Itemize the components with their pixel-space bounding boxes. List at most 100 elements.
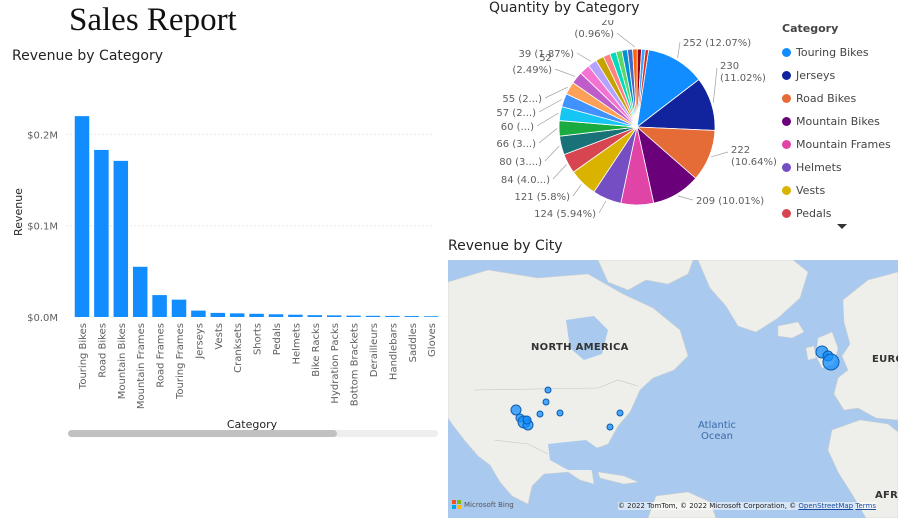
bar[interactable] bbox=[326, 315, 342, 317]
ireland-landmass bbox=[805, 345, 817, 361]
x-tick-label: Hydration Packs bbox=[330, 323, 341, 404]
map-canvas[interactable] bbox=[448, 260, 898, 518]
legend-scroll-down-icon[interactable] bbox=[837, 224, 847, 229]
bar[interactable] bbox=[288, 314, 303, 317]
city-bubble[interactable] bbox=[616, 409, 624, 417]
pie-data-label: (11.02%) bbox=[720, 73, 766, 84]
bar[interactable] bbox=[132, 266, 148, 317]
city-bubble[interactable] bbox=[606, 423, 614, 431]
legend-dot-icon bbox=[782, 186, 791, 195]
legend-item[interactable]: Touring Bikes bbox=[782, 41, 898, 64]
bar-scrollbar-thumb[interactable] bbox=[68, 430, 337, 437]
legend-dot-icon bbox=[782, 94, 791, 103]
pie-leader-line bbox=[536, 112, 559, 127]
bar[interactable] bbox=[210, 312, 226, 317]
x-tick-label: Pedals bbox=[272, 323, 283, 355]
legend-label: Vests bbox=[796, 184, 826, 197]
city-bubble[interactable] bbox=[536, 410, 544, 418]
bar[interactable] bbox=[423, 316, 439, 317]
bar[interactable] bbox=[152, 295, 167, 317]
bar[interactable] bbox=[113, 160, 129, 317]
legend-item[interactable]: Road Bikes bbox=[782, 87, 898, 110]
bar[interactable] bbox=[365, 315, 381, 317]
x-tick-label: Helmets bbox=[291, 323, 302, 364]
pie-leader-line bbox=[544, 145, 560, 162]
x-tick-label: Road Frames bbox=[156, 323, 167, 388]
bar[interactable] bbox=[268, 314, 284, 317]
bar[interactable] bbox=[307, 315, 323, 317]
bar[interactable] bbox=[346, 315, 361, 317]
legend-dot-icon bbox=[782, 117, 791, 126]
x-tick-label: Bike Racks bbox=[311, 323, 322, 377]
pie-leader-line bbox=[712, 67, 718, 103]
legend-dot-icon bbox=[782, 209, 791, 218]
pie-data-label: (0.96%) bbox=[574, 29, 614, 40]
city-bubble[interactable] bbox=[522, 415, 532, 425]
x-axis-label: Category bbox=[227, 418, 278, 431]
pie-data-label: 52 bbox=[539, 53, 552, 64]
revenue-map[interactable]: NORTH AMERICA EURO AFRI Atlantic Ocean M… bbox=[448, 260, 898, 518]
bar[interactable] bbox=[74, 116, 90, 317]
legend-item[interactable]: Pedals bbox=[782, 202, 898, 225]
attribution-terms-link[interactable]: Terms bbox=[855, 502, 876, 510]
legend-label: Pedals bbox=[796, 207, 832, 220]
legend-item[interactable]: Jerseys bbox=[782, 64, 898, 87]
legend-title: Category bbox=[782, 22, 839, 35]
city-bubble[interactable] bbox=[822, 353, 840, 371]
arctic-islands-landmass bbox=[597, 260, 694, 291]
x-tick-label: Bottom Brackets bbox=[350, 323, 361, 406]
legend-item[interactable]: Helmets bbox=[782, 156, 898, 179]
pie-data-label: 20 bbox=[601, 20, 614, 28]
pie-leader-line bbox=[616, 32, 636, 48]
label-africa: AFRI bbox=[875, 490, 898, 501]
legend-item[interactable]: Mountain Bikes bbox=[782, 110, 898, 133]
bing-logo-text: Microsoft Bing bbox=[464, 500, 514, 509]
city-bubble[interactable] bbox=[556, 409, 564, 417]
legend-dot-icon bbox=[782, 48, 791, 57]
x-tick-label: Handlebars bbox=[388, 323, 399, 380]
ocean-label-line2: Ocean bbox=[701, 431, 734, 442]
legend-label: Helmets bbox=[796, 161, 842, 174]
city-bubble[interactable] bbox=[510, 404, 522, 416]
pie-slice[interactable] bbox=[636, 49, 650, 128]
hudson-bay bbox=[566, 316, 608, 360]
legend-item[interactable]: Vests bbox=[782, 179, 898, 202]
label-north-america: NORTH AMERICA bbox=[531, 342, 629, 353]
pie-leader-line bbox=[711, 151, 729, 158]
y-tick-label: $0.0M bbox=[27, 313, 58, 324]
pie-leader-line bbox=[544, 86, 568, 99]
bar[interactable] bbox=[249, 313, 264, 317]
y-tick-label: $0.2M bbox=[27, 130, 58, 141]
pie-slice[interactable] bbox=[636, 49, 700, 128]
pie-data-label: 124 (5.94%) bbox=[534, 209, 596, 220]
x-tick-label: Road Bikes bbox=[97, 323, 108, 378]
city-bubble[interactable] bbox=[542, 398, 550, 406]
bar[interactable] bbox=[404, 316, 420, 317]
bing-logo: Microsoft Bing bbox=[452, 500, 514, 509]
pie-leader-line bbox=[554, 68, 576, 77]
attribution-text: © 2022 TomTom, © 2022 Microsoft Corporat… bbox=[617, 502, 797, 510]
legend-item[interactable]: Mountain Frames bbox=[782, 133, 898, 156]
city-bubble[interactable] bbox=[544, 386, 552, 394]
legend-label: Jerseys bbox=[796, 69, 836, 82]
pie-leader-line bbox=[538, 128, 558, 144]
bar[interactable] bbox=[191, 310, 206, 317]
x-tick-label: Touring Bikes bbox=[78, 323, 89, 390]
pie-data-label: 209 (10.01%) bbox=[696, 196, 764, 207]
pie-data-label: 60 (...) bbox=[501, 122, 534, 133]
label-europe: EURO bbox=[872, 354, 898, 365]
x-tick-label: Gloves bbox=[427, 323, 438, 357]
greenland-landmass bbox=[697, 260, 809, 333]
microsoft-logo-icon bbox=[452, 500, 461, 509]
bar[interactable] bbox=[94, 149, 109, 317]
attribution-osm-link[interactable]: OpenStreetMap bbox=[798, 502, 854, 510]
gulf-of-mexico bbox=[548, 440, 600, 470]
bar[interactable] bbox=[171, 299, 187, 317]
pie-legend: Category Touring Bikes Jerseys Road Bikes M… bbox=[782, 22, 898, 225]
pie-data-label: 55 (2...) bbox=[502, 94, 542, 105]
x-tick-label: Touring Frames bbox=[175, 323, 186, 400]
label-atlantic-ocean: Atlantic Ocean bbox=[698, 420, 736, 442]
bar[interactable] bbox=[385, 315, 400, 317]
bar[interactable] bbox=[229, 313, 245, 317]
x-tick-label: Saddles bbox=[408, 323, 419, 362]
